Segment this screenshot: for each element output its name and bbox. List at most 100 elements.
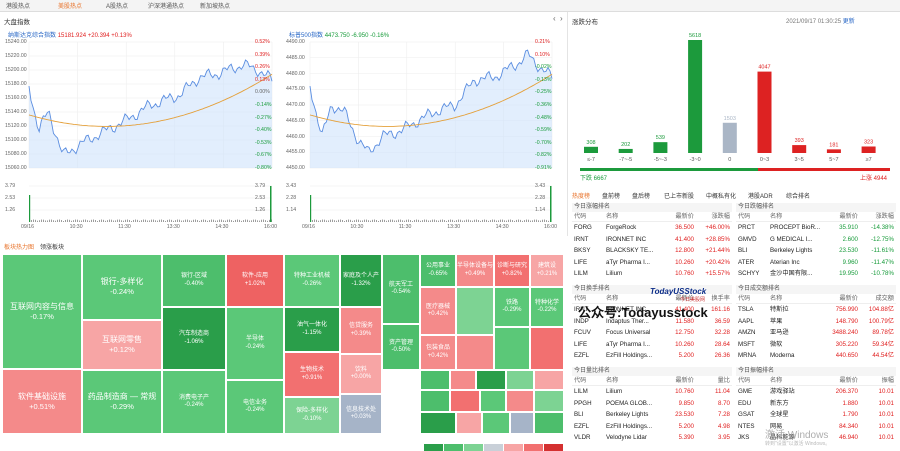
- sector-tile[interactable]: 诊断与研究 +0.82%: [494, 254, 530, 287]
- sector-tile-small[interactable]: [450, 390, 480, 412]
- table-row[interactable]: TSLA 特斯拉 756.990 104.88亿: [736, 304, 896, 316]
- table-row[interactable]: BLI Berkeley Lights 23.530 7.28: [572, 409, 732, 421]
- sector-tile[interactable]: 信息技术处 +0.03%: [340, 394, 382, 434]
- tab-afterhours[interactable]: 盘后榜: [632, 194, 651, 200]
- tab-connect[interactable]: 沪深港通热点: [148, 4, 185, 10]
- table-row[interactable]: LILM Lilium 10.760 11.04: [572, 386, 732, 398]
- table-row[interactable]: VLDR Velodyne Lidar 5.390 3.95: [572, 432, 732, 444]
- tab-sg[interactable]: 新加坡热点: [200, 4, 231, 10]
- sector-tile-small[interactable]: [506, 390, 534, 412]
- table-row[interactable]: AAPL 苹果 148.790 100.79亿: [736, 316, 896, 328]
- column-header[interactable]: 最新价: [839, 295, 858, 302]
- chevron-left-icon[interactable]: ‹: [553, 14, 556, 23]
- sector-tile-small[interactable]: [494, 327, 530, 370]
- table-row[interactable]: AMZN 亚马逊 3488.240 89.78亿: [736, 327, 896, 339]
- tab-leading-sectors[interactable]: 领涨板块: [40, 245, 65, 251]
- sector-tile[interactable]: 互联网内容与信息 -0.17%: [2, 254, 82, 369]
- column-header[interactable]: 最新价: [675, 213, 694, 220]
- sector-tile-small[interactable]: [420, 412, 456, 434]
- sector-tile-small[interactable]: [480, 390, 506, 412]
- column-header[interactable]: 名称: [770, 377, 783, 384]
- tab-privatization[interactable]: 中概私有化: [706, 194, 737, 200]
- table-row[interactable]: IRNT IRONNET INC 41.400 161.16: [572, 304, 732, 316]
- tab-adr[interactable]: 港股ADR: [748, 194, 773, 200]
- sector-tile-small[interactable]: [534, 370, 564, 390]
- sector-tile[interactable]: 银行-多样化 -0.24%: [82, 254, 162, 320]
- tab-a[interactable]: A股热点: [106, 4, 129, 10]
- sector-tile[interactable]: 信贷服务 +0.39%: [340, 307, 382, 354]
- table-row[interactable]: MSFT 微软 305.220 59.34亿: [736, 339, 896, 351]
- sector-tile-small[interactable]: [510, 412, 534, 434]
- column-header[interactable]: 代码: [738, 377, 751, 384]
- sector-tile-small[interactable]: [420, 370, 450, 390]
- column-header[interactable]: 换手率: [711, 295, 730, 302]
- chevron-right-icon[interactable]: ›: [560, 14, 563, 23]
- sector-tile-small[interactable]: [456, 335, 494, 370]
- sector-tile[interactable]: 家庭及个人产 -1.32%: [340, 254, 382, 307]
- sector-tile[interactable]: 保险-多样化 -0.10%: [284, 397, 340, 434]
- sector-tile[interactable]: 软件基础设施 +0.51%: [2, 369, 82, 434]
- table-row[interactable]: GME 游戏驿站 206.370 10.01: [736, 386, 896, 398]
- sector-tile-small[interactable]: [506, 370, 534, 390]
- sector-tile-small[interactable]: [530, 327, 564, 370]
- column-header[interactable]: 名称: [606, 295, 619, 302]
- column-header[interactable]: 振幅: [881, 377, 894, 384]
- table-row[interactable]: LIFE aTyr Pharma I... 10.260 +20.42%: [572, 257, 732, 269]
- table-row[interactable]: NTES 网易 84.340 10.01: [736, 421, 896, 433]
- column-header[interactable]: 代码: [574, 377, 587, 384]
- column-header[interactable]: 量比: [717, 377, 730, 384]
- tab-heatmap[interactable]: 板块热力图: [4, 245, 35, 251]
- sector-tile[interactable]: 消费电子产 -0.24%: [162, 370, 226, 434]
- table-row[interactable]: MRNA Moderna 440.650 44.54亿: [736, 350, 896, 362]
- table-row[interactable]: FCUV Focus Universal 12.750 32.28: [572, 327, 732, 339]
- sector-tile-small[interactable]: [456, 287, 494, 335]
- sector-tile[interactable]: 半导体设备与 +0.49%: [456, 254, 494, 287]
- table-row[interactable]: FORG ForgeRock 36.500 +46.00%: [572, 222, 732, 234]
- refresh-link[interactable]: 更新: [842, 19, 855, 25]
- sector-tile-small[interactable]: [456, 412, 482, 434]
- column-header[interactable]: 最新价: [675, 377, 694, 384]
- tab-us[interactable]: 美股热点: [58, 4, 83, 10]
- tab-hk[interactable]: 港股热点: [6, 4, 31, 10]
- sector-tile[interactable]: 互联网零售 +0.12%: [82, 320, 162, 370]
- sector-tile[interactable]: 饮料 +0.00%: [340, 354, 382, 394]
- table-row[interactable]: EZFL EzFill Holdings... 5.200 26.36: [572, 350, 732, 362]
- table-row[interactable]: SCHYY 金沙中国有限... 19.950 -10.78%: [736, 268, 896, 280]
- table-row[interactable]: PPGH POEMA GLOB... 9.850 8.70: [572, 398, 732, 410]
- tab-hot[interactable]: 热度榜: [572, 194, 591, 200]
- sector-tile[interactable]: 汽车制造商 -1.06%: [162, 307, 226, 370]
- table-row[interactable]: BLI Berkeley Lights 23.530 -11.61%: [736, 245, 896, 257]
- sector-tile-small[interactable]: [534, 390, 564, 412]
- table-row[interactable]: EZFL EzFill Holdings... 5.200 4.98: [572, 421, 732, 433]
- sector-tile[interactable]: 半导体 -0.24%: [226, 307, 284, 380]
- sector-tile[interactable]: 特种化学 -0.22%: [530, 287, 564, 327]
- sector-tile[interactable]: 医疗器械 +0.42%: [420, 287, 456, 335]
- column-header[interactable]: 名称: [606, 213, 619, 220]
- table-row[interactable]: GSAT 全球星 1.790 10.01: [736, 409, 896, 421]
- table-row[interactable]: PRCT PROCEPT BioR... 35.910 -14.38%: [736, 222, 896, 234]
- column-header[interactable]: 名称: [606, 377, 619, 384]
- column-header[interactable]: 最新价: [675, 295, 694, 302]
- table-row[interactable]: BKSY BLACKSKY TE... 12.800 +21.44%: [572, 245, 732, 257]
- column-header[interactable]: 名称: [770, 213, 783, 220]
- sector-tile[interactable]: 电信业务 -0.24%: [226, 380, 284, 434]
- column-header[interactable]: 代码: [574, 213, 587, 220]
- sector-tile[interactable]: 软件-应用 +1.02%: [226, 254, 284, 307]
- column-header[interactable]: 最新价: [839, 377, 858, 384]
- table-row[interactable]: LILM Lilium 10.760 +15.57%: [572, 268, 732, 280]
- sector-tile[interactable]: 建筑设 +0.21%: [530, 254, 564, 287]
- table-row[interactable]: EDU 新东方 1.880 10.01: [736, 398, 896, 410]
- sector-tile-small[interactable]: [534, 412, 564, 434]
- sector-tile[interactable]: 生物技术 +0.91%: [284, 352, 340, 397]
- column-header[interactable]: 涨跌幅: [711, 213, 730, 220]
- tab-overall[interactable]: 综合排名: [786, 194, 811, 200]
- column-header[interactable]: 名称: [770, 295, 783, 302]
- sector-tile[interactable]: 铁路 -0.29%: [494, 287, 530, 327]
- sector-tile[interactable]: 银行-区域 -0.40%: [162, 254, 226, 307]
- sector-tile-small[interactable]: [476, 370, 506, 390]
- column-header[interactable]: 成交额: [875, 295, 894, 302]
- sp500-header[interactable]: 标普500指数 4473.750 -6.950 -0.16%: [289, 30, 389, 39]
- sector-tile[interactable]: 公用事业 -0.65%: [420, 254, 456, 287]
- column-header[interactable]: 代码: [738, 213, 751, 220]
- column-header[interactable]: 代码: [738, 295, 751, 302]
